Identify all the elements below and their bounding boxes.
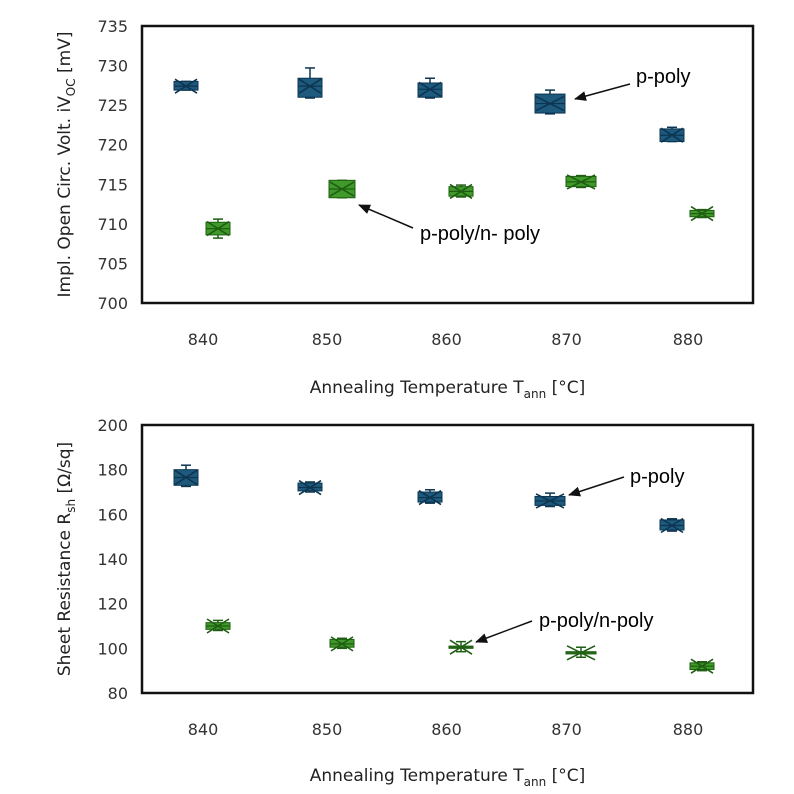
voc-chart: 700 705 710 715 720 725 730 735 840 850 860 870 880… (55, 17, 755, 401)
mean-marker (535, 95, 565, 112)
voc-p-poly-box-840 (173, 78, 199, 94)
mean-marker (174, 78, 198, 94)
mean-marker (329, 181, 355, 197)
voc-x-tick-label: 840 (188, 330, 219, 349)
voc-p-poly-box-870 (534, 89, 566, 115)
voc-y-tick-label: 720 (97, 136, 128, 155)
voc-boxes (173, 67, 715, 239)
rsh-y-tick-label: 100 (97, 639, 128, 658)
rsh-p-poly-box-880 (659, 517, 685, 534)
voc-y-tick-label: 730 (97, 57, 128, 76)
rsh-p-poly-n-poly-annotation: p-poly/n-poly (539, 610, 654, 632)
rsh-p-poly-n-poly-box-850 (329, 636, 355, 652)
rsh-p-poly-box-870 (534, 492, 566, 509)
rsh-p-poly-n-poly-box-880 (689, 658, 715, 674)
rsh-p-poly-n-poly-arrow (475, 620, 533, 643)
voc-p-poly-n-poly-box-880 (689, 205, 715, 222)
voc-y-tick-label: 700 (97, 294, 128, 313)
rsh-y-tick-label: 80 (108, 684, 128, 703)
rsh-x-tick-label: 870 (551, 720, 582, 739)
rsh-x-tick-label: 850 (312, 720, 343, 739)
rsh-p-poly-box-840 (173, 464, 199, 488)
mean-marker (449, 639, 473, 655)
rsh-x-ticks: 840 850 860 870 880 (188, 720, 704, 739)
voc-y-tick-label: 725 (97, 96, 128, 115)
voc-plot-frame (140, 24, 755, 305)
rsh-x-tick-label: 880 (673, 720, 704, 739)
mean-marker (298, 78, 322, 94)
voc-p-poly-box-880 (659, 126, 685, 143)
rsh-p-poly-n-poly-box-840 (205, 618, 231, 634)
rsh-p-poly-box-850 (297, 479, 323, 496)
mean-marker (690, 658, 714, 674)
mean-marker (566, 174, 596, 190)
mean-marker (566, 645, 596, 661)
voc-y-tick-label: 735 (97, 17, 128, 36)
voc-p-poly-arrow (574, 83, 631, 101)
rsh-y-tick-label: 120 (97, 595, 128, 614)
mean-marker (660, 127, 684, 143)
voc-x-ticks: 840 850 860 870 880 (188, 330, 704, 349)
voc-p-poly-n-poly-arrow (358, 204, 414, 229)
rsh-p-poly-arrow (568, 476, 625, 497)
voc-p-poly-n-poly-box-850 (328, 179, 356, 199)
rsh-boxes (173, 464, 715, 674)
rsh-plot-frame (140, 423, 755, 695)
voc-p-poly-n-poly-box-860 (448, 183, 474, 200)
rsh-p-poly-n-poly-box-860 (448, 639, 474, 655)
voc-y-tick-label: 705 (97, 254, 128, 273)
voc-p-poly-box-850 (297, 67, 323, 99)
rsh-y-ticks: 80 100 120 140 160 180 200 (97, 416, 128, 703)
voc-x-tick-label: 870 (551, 330, 582, 349)
rsh-y-axis-title: Sheet Resistance Rsh [Ω/sq] (55, 442, 78, 676)
voc-p-poly-annotation: p-poly (636, 66, 690, 88)
mean-marker (418, 81, 442, 97)
rsh-x-tick-label: 840 (188, 720, 219, 739)
voc-p-poly-box-860 (417, 77, 443, 99)
mean-marker (535, 493, 565, 509)
mean-marker (690, 205, 714, 222)
rsh-y-tick-label: 180 (97, 461, 128, 480)
voc-y-axis-title: Impl. Open Circ. Volt. iVOC [mV] (55, 31, 78, 297)
voc-p-poly-n-poly-annotation: p-poly/n- poly (420, 223, 540, 245)
mean-marker (206, 220, 230, 237)
rsh-y-tick-label: 200 (97, 416, 128, 435)
mean-marker (330, 636, 354, 652)
rsh-p-poly-n-poly-box-870 (565, 645, 597, 661)
mean-marker (174, 469, 198, 486)
rsh-x-axis-title: Annealing Temperature Tann [°C] (310, 766, 586, 789)
mean-marker (206, 618, 230, 634)
voc-y-ticks: 700 705 710 715 720 725 730 735 (97, 17, 128, 313)
mean-marker (298, 479, 322, 496)
voc-y-tick-label: 715 (97, 175, 128, 194)
voc-x-tick-label: 850 (312, 330, 343, 349)
rsh-p-poly-box-860 (417, 489, 443, 506)
voc-x-tick-label: 880 (673, 330, 704, 349)
rsh-chart: 80 100 120 140 160 180 200 840 850 860 870 880 Ann… (55, 416, 755, 789)
mean-marker (660, 517, 684, 534)
rsh-y-tick-label: 140 (97, 550, 128, 569)
voc-y-tick-label: 710 (97, 215, 128, 234)
mean-marker (418, 489, 442, 506)
voc-x-axis-title: Annealing Temperature Tann [°C] (310, 378, 586, 401)
rsh-y-tick-label: 160 (97, 505, 128, 524)
voc-p-poly-n-poly-box-840 (205, 218, 231, 239)
voc-x-tick-label: 860 (431, 330, 462, 349)
voc-p-poly-n-poly-box-870 (565, 174, 597, 190)
rsh-x-tick-label: 860 (431, 720, 462, 739)
mean-marker (449, 183, 473, 200)
rsh-p-poly-annotation: p-poly (630, 466, 684, 488)
